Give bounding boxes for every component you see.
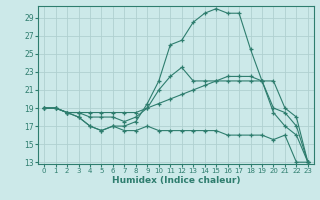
- X-axis label: Humidex (Indice chaleur): Humidex (Indice chaleur): [112, 176, 240, 185]
